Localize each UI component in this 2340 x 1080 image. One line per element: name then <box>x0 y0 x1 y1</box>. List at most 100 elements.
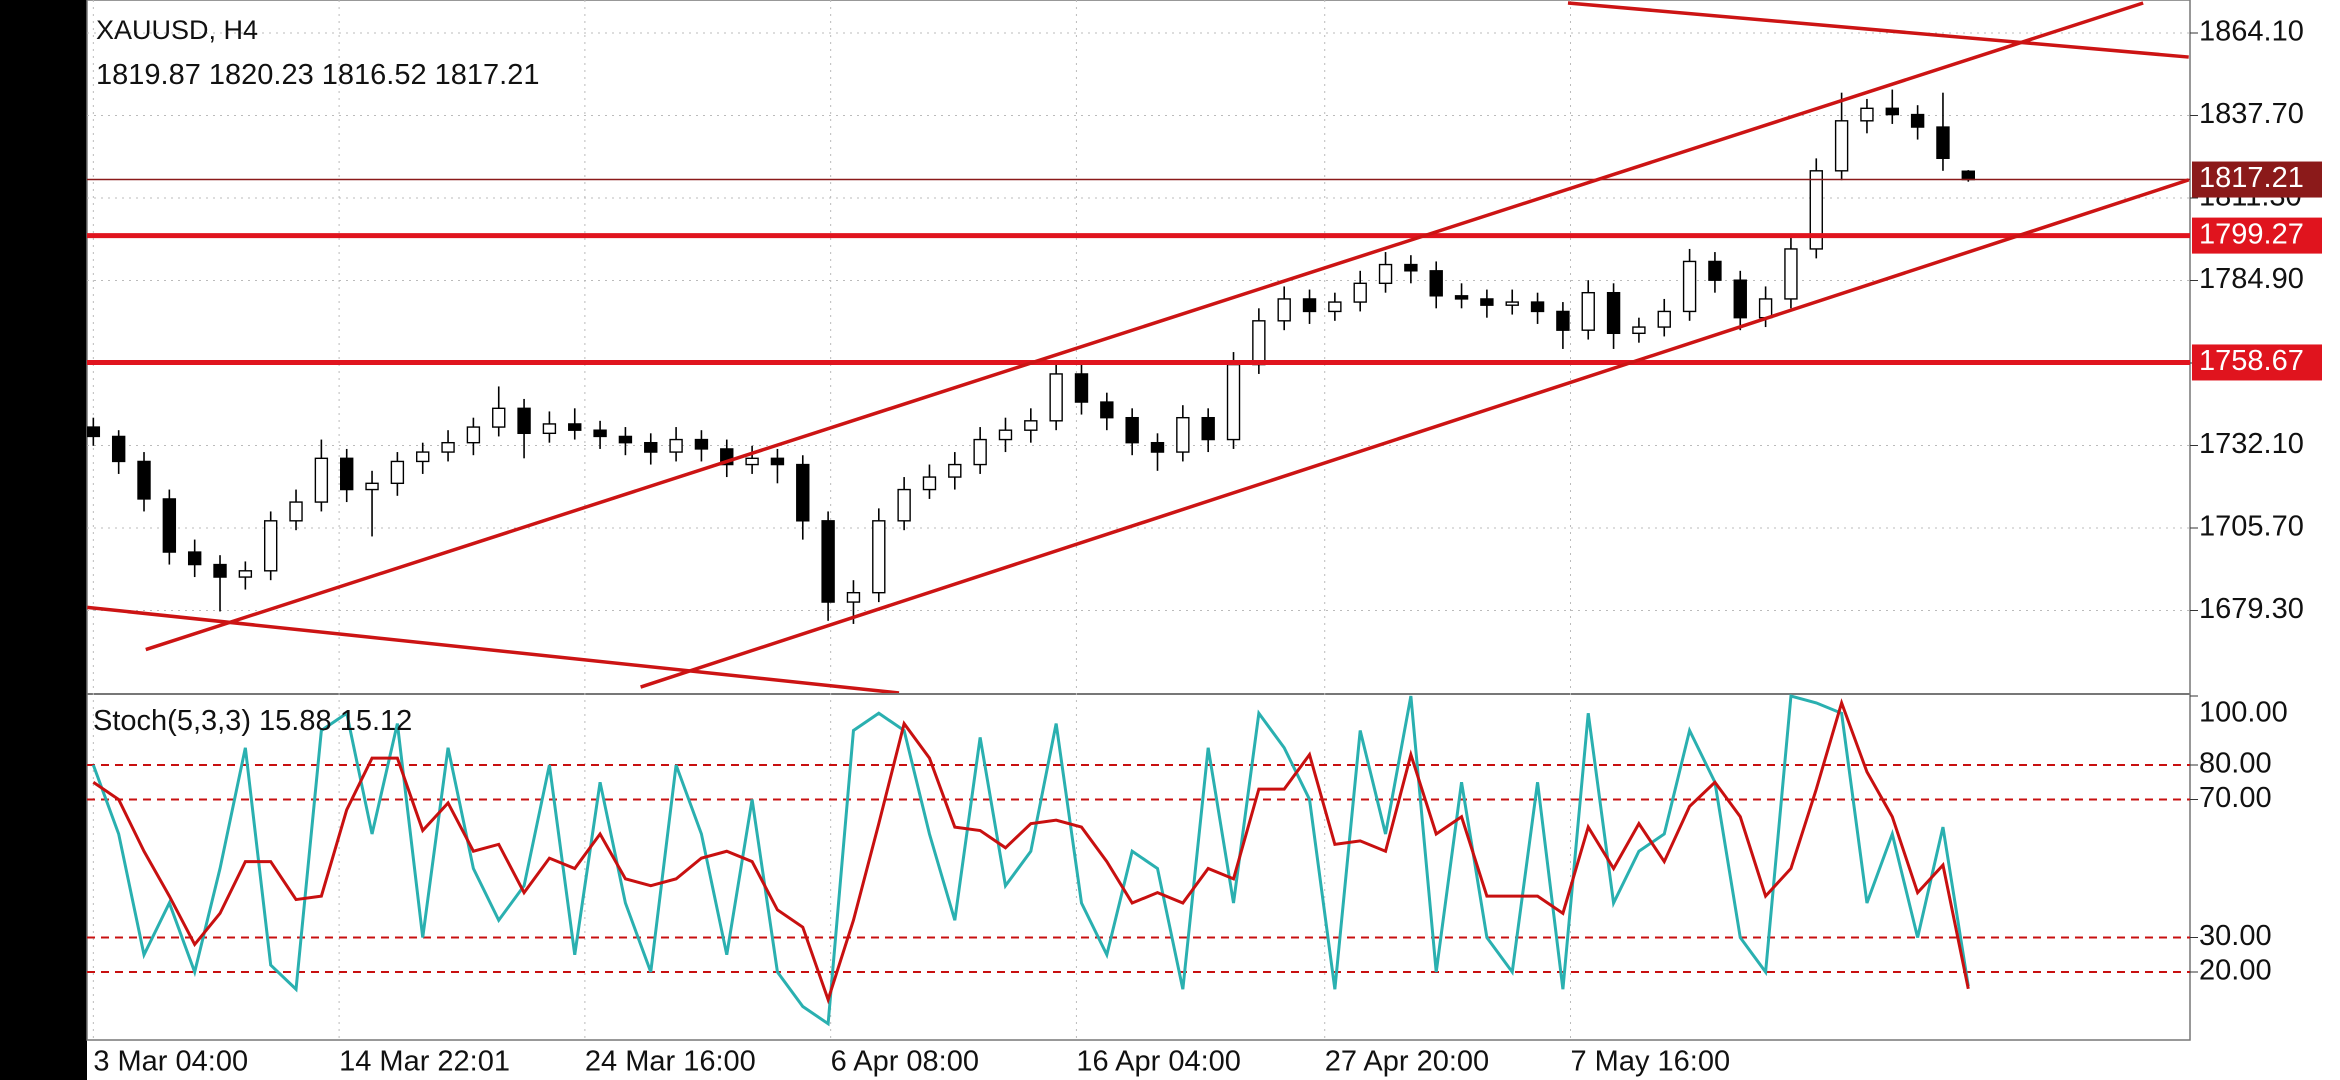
left-bar <box>0 0 87 1080</box>
candle-body <box>948 463 962 478</box>
stoch-line <box>91 694 1970 1027</box>
indicator-readout: Stoch(5,3,3) 15.88 15.12 <box>93 705 412 737</box>
candle-body <box>289 501 303 522</box>
candle-body <box>821 520 835 603</box>
candle-body <box>365 482 379 491</box>
y-tick-label: 20.00 <box>2199 955 2272 987</box>
candle-body <box>1252 320 1266 366</box>
candle-body <box>618 435 633 444</box>
candle-body <box>922 476 937 491</box>
symbol-title: XAUUSD, H4 <box>96 15 258 45</box>
trend-line <box>145 1 2144 652</box>
candle-body <box>897 488 911 522</box>
y-tick-label: 1864.10 <box>2199 16 2304 48</box>
candle-body <box>1150 441 1165 453</box>
candle-body <box>1277 298 1291 322</box>
candle-body <box>1632 326 1646 335</box>
candle-body <box>1708 260 1722 281</box>
y-tick-label: 1679.30 <box>2199 593 2304 625</box>
price-label: 1817.21 <box>2199 162 2304 194</box>
candle-body <box>1910 113 1925 128</box>
candle-body <box>1834 120 1849 172</box>
candle-body <box>441 441 455 453</box>
x-tick-label: 6 Apr 08:00 <box>831 1046 979 1078</box>
candle-body <box>1049 373 1063 422</box>
candle-body <box>517 407 531 435</box>
candle-body <box>745 457 759 466</box>
candle-body <box>340 457 354 491</box>
y-tick-label: 80.00 <box>2199 748 2272 780</box>
candle-body <box>137 460 151 500</box>
candle-body <box>1657 310 1671 328</box>
candle-body <box>238 570 253 578</box>
x-tick-label: 3 Mar 04:00 <box>93 1046 248 1078</box>
x-tick-label: 27 Apr 20:00 <box>1325 1046 1489 1078</box>
candle-body <box>1353 282 1367 303</box>
indicator-name: Stoch(5,3,3) <box>93 705 251 737</box>
candle-body <box>1429 270 1443 297</box>
k-value: 15.88 <box>259 705 332 737</box>
candle-body <box>998 429 1013 441</box>
stoch-line <box>92 698 1970 1005</box>
candle-body <box>1201 416 1215 441</box>
candle-body <box>1936 126 1950 160</box>
y-tick-label: 1837.70 <box>2199 98 2304 130</box>
candle-body <box>1860 107 1874 122</box>
candle-body <box>1454 295 1469 300</box>
candle-body <box>770 457 785 466</box>
candle-body <box>390 460 405 485</box>
candle-body <box>1074 373 1089 403</box>
candle-body <box>1328 301 1342 313</box>
candle-body <box>187 551 202 566</box>
candle-body <box>568 423 582 431</box>
candle-body <box>1885 107 1899 116</box>
trend-line <box>1567 1 2189 59</box>
y-tick-label: 1784.90 <box>2199 263 2304 295</box>
candle-body <box>263 520 278 572</box>
high: 1820.23 <box>209 59 314 91</box>
candle-body <box>542 423 557 435</box>
candle-body <box>644 441 658 453</box>
candle-body <box>1480 298 1494 306</box>
candle-body <box>1809 170 1823 250</box>
candle-body <box>1505 301 1519 306</box>
candle-body <box>1024 420 1038 431</box>
candle-body <box>1606 291 1621 335</box>
candle-body <box>1682 260 1697 313</box>
candle-body <box>593 429 607 438</box>
candle-body <box>1176 416 1190 453</box>
x-tick-label: 7 May 16:00 <box>1571 1046 1731 1078</box>
x-tick-label: 14 Mar 22:01 <box>339 1046 510 1078</box>
y-tick-label: 1705.70 <box>2199 511 2304 543</box>
open: 1819.87 <box>96 59 201 91</box>
d-value: 15.12 <box>340 705 413 737</box>
candle-body <box>1784 248 1798 300</box>
price-label-box <box>2192 344 2322 381</box>
price-label-box <box>2192 217 2322 254</box>
candle-body <box>694 438 709 450</box>
candle-body <box>796 463 810 522</box>
price-label: 1799.27 <box>2199 218 2304 250</box>
y-tick-label: 70.00 <box>2199 782 2272 814</box>
y-tick-label: 1732.10 <box>2199 428 2304 460</box>
close: 1817.21 <box>435 59 540 91</box>
trend-line <box>640 178 2190 689</box>
candle-body <box>872 520 886 594</box>
candle-body <box>973 438 987 466</box>
candle-body <box>1733 279 1747 319</box>
candle-body <box>213 563 227 578</box>
candle-body <box>162 498 177 553</box>
x-tick-label: 24 Mar 16:00 <box>585 1046 756 1078</box>
x-tick-label: 16 Apr 04:00 <box>1076 1046 1240 1078</box>
candle-body <box>669 438 683 453</box>
candle-body <box>466 426 481 444</box>
candle-body <box>492 407 506 428</box>
candle-body <box>111 435 126 463</box>
candle-body <box>1100 401 1114 419</box>
candle-body <box>1302 298 1317 313</box>
candle-body <box>1581 291 1595 331</box>
candle-body <box>1378 263 1393 285</box>
candle-body <box>1226 363 1241 441</box>
plot-frame <box>86 0 2191 1041</box>
